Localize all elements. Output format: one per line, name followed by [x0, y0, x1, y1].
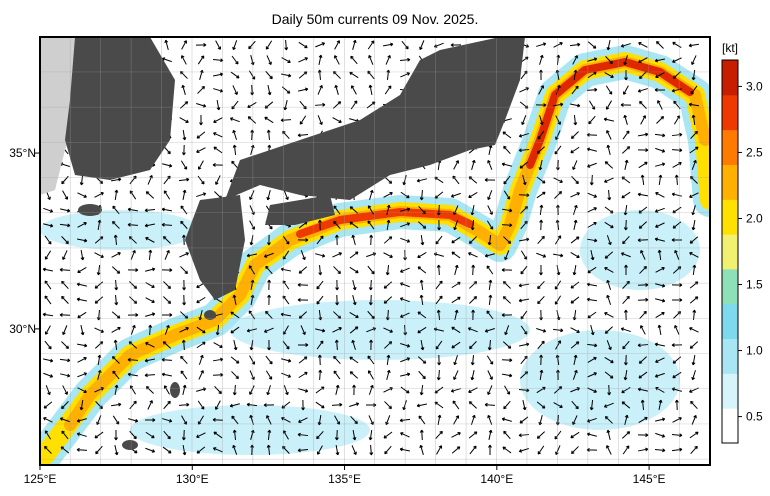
x-tick-label: 130°E	[176, 472, 209, 486]
x-tick-label: 125°E	[24, 472, 57, 486]
colorbar-swatch	[722, 60, 738, 96]
x-tick-label: 140°E	[480, 472, 513, 486]
colorbar-tick-label: 1.0	[746, 344, 763, 358]
colorbar: 0.5 1.0 1.5 2.0 2.5 3.0	[721, 59, 763, 444]
colorbar-swatch	[722, 94, 738, 131]
colorbar-swatch	[722, 268, 738, 305]
x-tick-label: 145°E	[633, 472, 666, 486]
colorbar-swatch	[722, 303, 738, 340]
colorbar-unit: [kt]	[722, 41, 738, 55]
colorbar-tick-label: 2.0	[746, 211, 763, 225]
colorbar-tick-label: 0.5	[746, 410, 763, 424]
graticule	[40, 37, 710, 465]
map-frame	[39, 36, 711, 466]
colorbar-tick-label: 3.0	[746, 79, 763, 93]
y-tick-label: 35°N	[9, 146, 36, 160]
colorbar-swatch	[722, 199, 738, 235]
colorbar-swatch	[722, 129, 738, 165]
map-title: Daily 50m currents 09 Nov. 2025.	[272, 11, 479, 27]
colorbar-swatch	[722, 373, 738, 409]
colorbar-swatch	[722, 164, 738, 200]
colorbar-frame	[721, 59, 739, 444]
colorbar-tick-label: 1.5	[746, 278, 763, 292]
x-tick-label: 135°E	[328, 472, 361, 486]
colorbar-swatch	[722, 234, 738, 270]
colorbar-tick-label: 2.5	[746, 145, 763, 159]
axes: 125°E 130°E 135°E 140°E 145°E 30°N 35°N	[9, 146, 665, 486]
map-area	[40, 37, 710, 465]
colorbar-swatch	[722, 338, 738, 374]
colorbar-swatch	[722, 408, 738, 444]
y-tick-label: 30°N	[9, 322, 36, 336]
